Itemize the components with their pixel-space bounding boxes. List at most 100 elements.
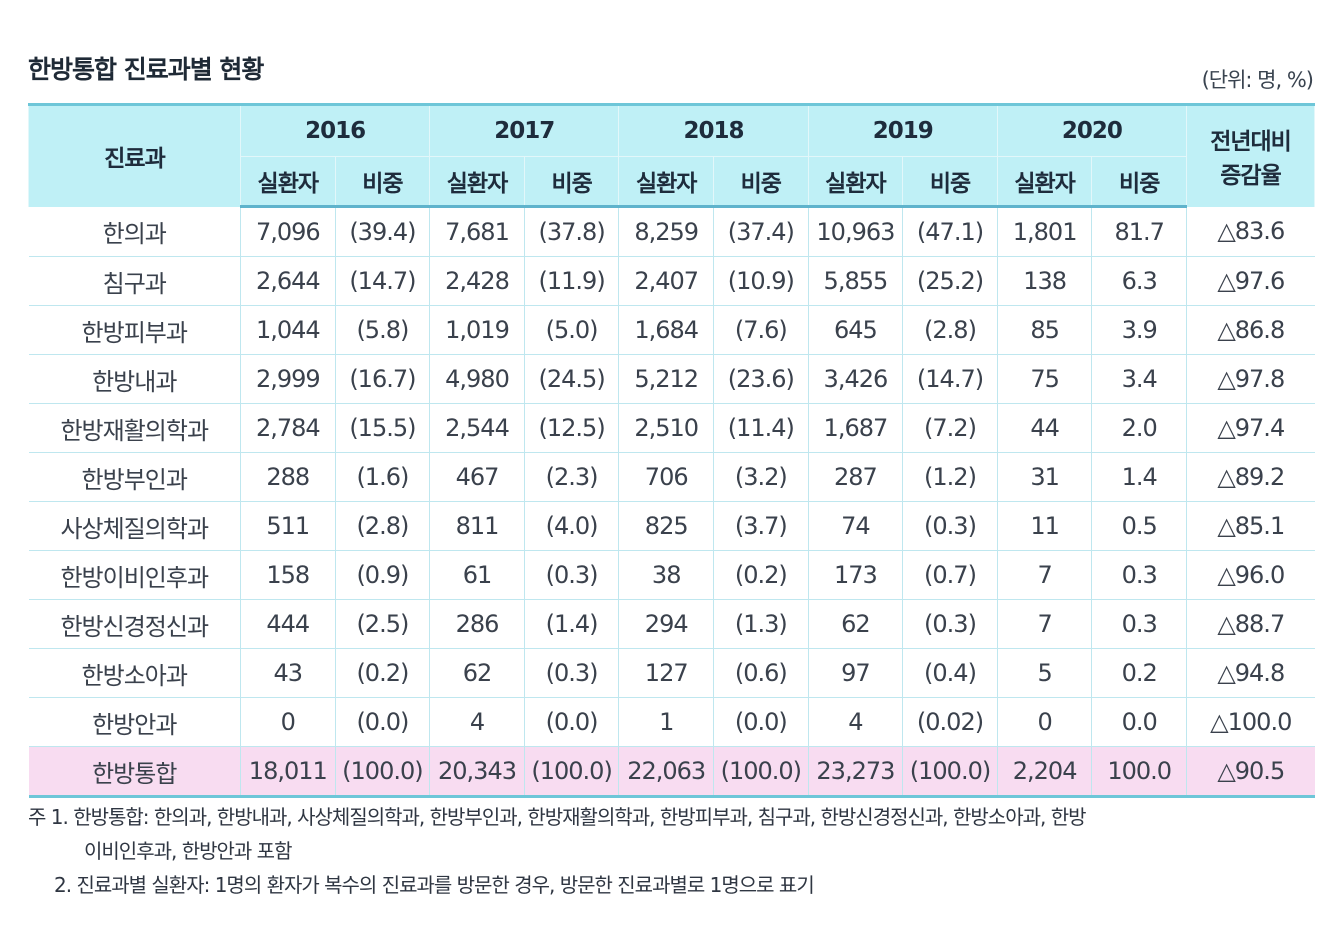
share-cell: (0.3) (902, 501, 998, 551)
share-cell: (0.0) (523, 697, 619, 747)
share-cell: (0.3) (523, 648, 619, 698)
share-cell: (1.2) (902, 452, 998, 502)
dept-cell: 한방이비인후과 (28, 550, 241, 600)
note-2: 2. 진료과별 실환자: 1명의 환자가 복수의 진료과를 방문한 경우, 방문… (54, 873, 815, 897)
share-cell: (14.7) (902, 354, 998, 404)
share-cell: (14.7) (334, 256, 430, 306)
patients-cell: 23,273 (807, 746, 903, 798)
table-row: 침구과 2,644 (14.7) 2,428 (11.9) 2,407 (10.9) 5,85… (28, 256, 1315, 306)
share-cell: (0.3) (523, 550, 619, 600)
share-cell: (7.2) (902, 403, 998, 453)
header-share: 비중 (523, 156, 620, 208)
patients-cell: 5,855 (807, 256, 903, 306)
patients-cell: 85 (996, 305, 1092, 355)
header-year: 2019 (807, 103, 998, 157)
header-year: 2017 (429, 103, 620, 157)
dept-cell: 한방내과 (28, 354, 241, 404)
share-cell: (2.8) (334, 501, 430, 551)
share-cell: (3.7) (713, 501, 809, 551)
share-cell: 100.0 (1091, 746, 1187, 798)
patients-cell: 5,212 (618, 354, 714, 404)
share-cell: (0.2) (713, 550, 809, 600)
patients-cell: 2,428 (429, 256, 525, 306)
patients-cell: 62 (429, 648, 525, 698)
patients-cell: 288 (240, 452, 336, 502)
patients-cell: 2,544 (429, 403, 525, 453)
table-row: 한방내과 2,999 (16.7) 4,980 (24.5) 5,212 (23.6) 3,4… (28, 354, 1315, 404)
patients-cell: 158 (240, 550, 336, 600)
dept-cell: 한방소아과 (28, 648, 241, 698)
header-share: 비중 (1091, 156, 1188, 208)
share-cell: 6.3 (1091, 256, 1187, 306)
share-cell: (0.0) (334, 697, 430, 747)
table-row: 한방소아과 43 (0.2) 62 (0.3) 127 (0.6) 97 (0.4) 5 0.2 △9… (28, 648, 1315, 698)
share-cell: 0.2 (1091, 648, 1187, 698)
header-share: 비중 (334, 156, 431, 208)
change-cell: △86.8 (1186, 305, 1315, 355)
change-cell: △94.8 (1186, 648, 1315, 698)
patients-cell: 44 (996, 403, 1092, 453)
header-year: 2016 (239, 103, 431, 157)
footnotes: 주 1. 한방통합: 한의과, 한방내과, 사상체질의학과, 한방부인과, 한방… (28, 800, 1087, 902)
patients-cell: 1,044 (240, 305, 336, 355)
header-patients: 실환자 (240, 156, 336, 208)
share-cell: 0.3 (1091, 599, 1187, 649)
share-cell: (15.5) (334, 403, 430, 453)
patients-cell: 1,801 (996, 206, 1092, 257)
table-row: 한방신경정신과 444 (2.5) 286 (1.4) 294 (1.3) 62 (0.3) 7 0… (28, 599, 1315, 649)
share-cell: (100.0) (713, 746, 809, 798)
table-row: 한의과 7,096 (39.4) 7,681 (37.8) 8,259 (37.4) 10,9… (28, 206, 1315, 257)
change-cell: △85.1 (1186, 501, 1315, 551)
change-cell: △97.6 (1186, 256, 1315, 306)
patients-cell: 2,407 (618, 256, 714, 306)
patients-cell: 38 (618, 550, 714, 600)
patients-cell: 286 (429, 599, 525, 649)
dept-cell: 사상체질의학과 (28, 501, 241, 551)
table-row: 한방이비인후과 158 (0.9) 61 (0.3) 38 (0.2) 173 (0.7) 7 0.… (28, 550, 1315, 600)
table-row: 한방부인과 288 (1.6) 467 (2.3) 706 (3.2) 287 (1.2) 31 1… (28, 452, 1315, 502)
change-cell: △88.7 (1186, 599, 1315, 649)
change-cell: △97.8 (1186, 354, 1315, 404)
patients-cell: 31 (996, 452, 1092, 502)
share-cell: (100.0) (902, 746, 998, 798)
patients-cell: 1,019 (429, 305, 525, 355)
patients-cell: 2,999 (240, 354, 336, 404)
share-cell: (7.6) (713, 305, 809, 355)
share-cell: (0.9) (334, 550, 430, 600)
header-change: 전년대비 증감율 (1186, 103, 1316, 207)
share-cell: (24.5) (523, 354, 619, 404)
patients-cell: 4,980 (429, 354, 525, 404)
patients-cell: 294 (618, 599, 714, 649)
patients-cell: 811 (429, 501, 525, 551)
share-cell: (1.6) (334, 452, 430, 502)
patients-cell: 2,204 (996, 746, 1092, 798)
patients-cell: 97 (807, 648, 903, 698)
header-year: 2018 (618, 103, 809, 157)
patients-cell: 11 (996, 501, 1092, 551)
patients-cell: 0 (996, 697, 1092, 747)
patients-cell: 8,259 (618, 206, 714, 257)
header-patients: 실환자 (807, 156, 904, 208)
share-cell: (23.6) (713, 354, 809, 404)
header-dept: 진료과 (28, 103, 241, 207)
patients-cell: 444 (240, 599, 336, 649)
table-title: 한방통합 진료과별 현황 (28, 55, 264, 84)
patients-cell: 43 (240, 648, 336, 698)
patients-cell: 825 (618, 501, 714, 551)
table-row: 한방피부과 1,044 (5.8) 1,019 (5.0) 1,684 (7.6) 645 (2… (28, 305, 1315, 355)
patients-cell: 7,681 (429, 206, 525, 257)
table-row: 사상체질의학과 511 (2.8) 811 (4.0) 825 (3.7) 74 (0.3) 11… (28, 501, 1315, 551)
patients-cell: 1 (618, 697, 714, 747)
share-cell: (0.4) (902, 648, 998, 698)
patients-cell: 173 (807, 550, 903, 600)
share-cell: (100.0) (523, 746, 619, 798)
share-cell: (10.9) (713, 256, 809, 306)
dept-cell: 한방신경정신과 (28, 599, 241, 649)
share-cell: (25.2) (902, 256, 998, 306)
dept-cell: 한의과 (28, 206, 241, 257)
share-cell: 0.3 (1091, 550, 1187, 600)
share-cell: (4.0) (523, 501, 619, 551)
change-cell: △97.4 (1186, 403, 1315, 453)
patients-cell: 3,426 (807, 354, 903, 404)
share-cell: (39.4) (334, 206, 430, 257)
